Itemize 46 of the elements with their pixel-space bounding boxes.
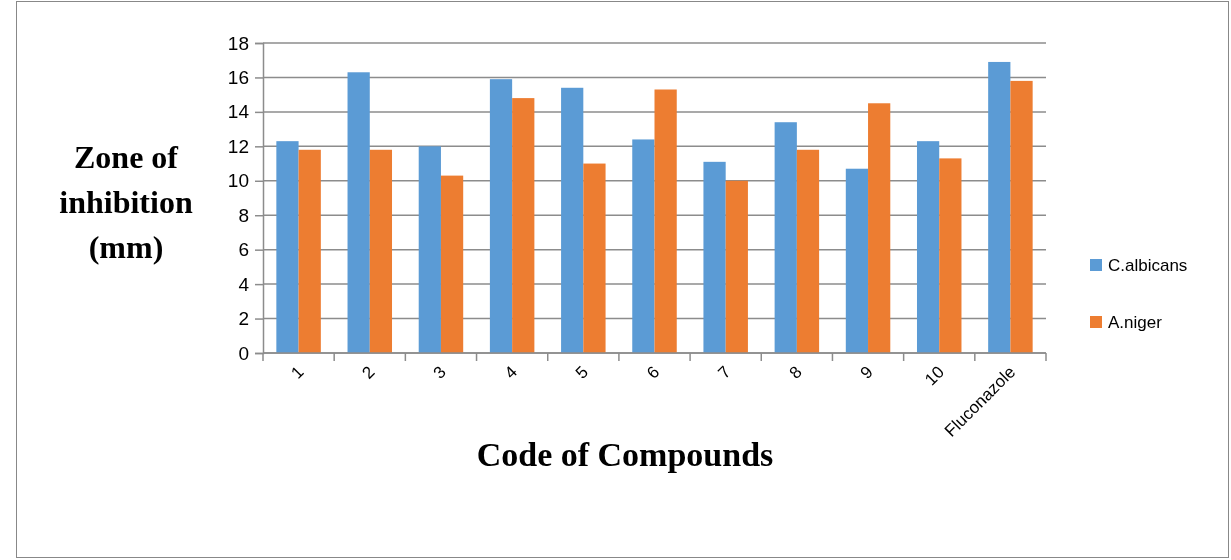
y-tick-label: 16 (227, 67, 249, 89)
y-tick-label: 18 (227, 32, 249, 54)
x-tick-label: 7 (714, 362, 735, 383)
bar (703, 161, 726, 353)
x-tick-label: 9 (856, 362, 877, 383)
y-tick-label: 4 (238, 273, 250, 295)
bar (561, 87, 584, 353)
bar (939, 158, 962, 353)
bar (845, 168, 869, 353)
bar (489, 79, 513, 353)
bar (418, 146, 441, 353)
bar (916, 141, 940, 353)
y-tick-label: 12 (227, 135, 249, 157)
bar (725, 180, 748, 353)
x-tick-label: 1 (287, 362, 308, 383)
bar (369, 149, 393, 353)
y-axis-title: Zone of inhibition (mm) (59, 139, 193, 265)
bar (440, 175, 464, 353)
x-tick-label: 6 (643, 362, 664, 383)
bar (774, 122, 797, 353)
x-tick-label: 10 (921, 362, 949, 390)
y-tick-label: 14 (227, 101, 250, 123)
bar (796, 149, 820, 353)
bar (654, 89, 677, 353)
y-tick-label: 6 (238, 239, 249, 261)
legend-label: C.albicans (1108, 256, 1188, 275)
x-axis-title: Code of Compounds (476, 436, 774, 473)
bar (347, 72, 370, 353)
bar (632, 139, 655, 353)
legend-label: A.niger (1108, 313, 1163, 332)
bar (276, 141, 299, 353)
x-tick-label: 4 (500, 362, 521, 383)
y-tick-label: 2 (238, 308, 249, 330)
bar (298, 149, 321, 353)
y-tick-label: 8 (238, 204, 249, 226)
bar (988, 61, 1011, 353)
bar (1010, 80, 1033, 353)
bar (583, 163, 606, 353)
bar (868, 103, 891, 353)
y-tick-label: 10 (227, 170, 249, 192)
x-tick-label: 3 (429, 362, 450, 383)
x-tick-label: 8 (785, 362, 806, 383)
x-tick-label: 5 (572, 362, 593, 383)
y-tick-label: 0 (238, 342, 249, 364)
bar (512, 98, 535, 353)
x-tick-label: 2 (358, 362, 379, 383)
